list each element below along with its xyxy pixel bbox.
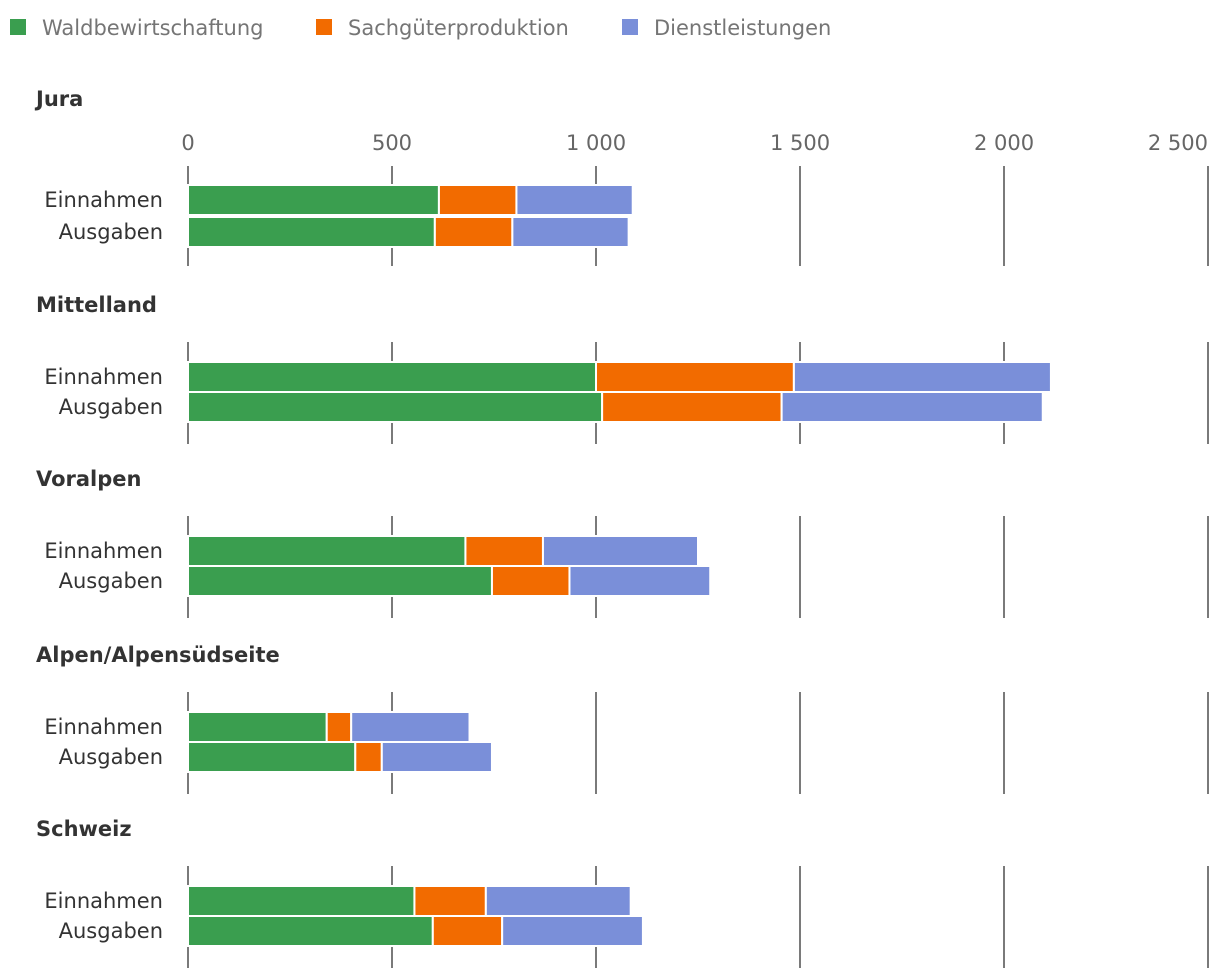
legend-swatch-2 (316, 19, 332, 35)
panel-title-voralpen: Voralpen (36, 467, 141, 491)
bar-segment-mittelland-ausgaben-3 (780, 391, 1044, 423)
bar-segment-alpen-alpens-dseite-einnahmen-1 (187, 711, 328, 743)
row-label-schweiz-einnahmen: Einnahmen (44, 889, 163, 913)
bar-segment-mittelland-einnahmen-1 (187, 361, 597, 393)
bar-segment-schweiz-ausgaben-3 (501, 915, 644, 947)
panel-title-schweiz: Schweiz (36, 817, 132, 841)
bar-segment-voralpen-einnahmen-2 (464, 535, 544, 567)
panel-title-jura: Jura (34, 87, 83, 111)
row-label-schweiz-ausgaben: Ausgaben (59, 919, 163, 943)
bar-segment-mittelland-ausgaben-1 (187, 391, 604, 423)
bar-segment-jura-einnahmen-1 (187, 184, 440, 216)
bar-segment-alpen-alpens-dseite-einnahmen-3 (350, 711, 471, 743)
bar-segment-jura-ausgaben-2 (433, 216, 514, 248)
bar-segment-jura-einnahmen-3 (515, 184, 634, 216)
x-tick-label: 1 500 (770, 131, 830, 155)
bar-segment-voralpen-ausgaben-1 (187, 565, 493, 597)
bar-segment-schweiz-ausgaben-2 (431, 915, 504, 947)
x-tick-label: 500 (372, 131, 412, 155)
row-label-jura-ausgaben: Ausgaben (59, 220, 163, 244)
row-label-alpen-alpens-dseite-einnahmen: Einnahmen (44, 715, 163, 739)
bar-segment-mittelland-einnahmen-3 (792, 361, 1052, 393)
bar-segment-schweiz-einnahmen-3 (484, 885, 632, 917)
bar-segment-mittelland-ausgaben-2 (601, 391, 783, 423)
x-tick-label: 2 000 (974, 131, 1034, 155)
legend-label-3: Dienstleistungen (654, 16, 831, 40)
bar-segment-alpen-alpens-dseite-einnahmen-2 (325, 711, 353, 743)
bar-segment-voralpen-ausgaben-2 (490, 565, 571, 597)
bar-segment-jura-einnahmen-2 (437, 184, 518, 216)
bar-segment-voralpen-einnahmen-1 (187, 535, 467, 567)
row-label-jura-einnahmen: Einnahmen (44, 188, 163, 212)
row-label-mittelland-ausgaben: Ausgaben (59, 395, 163, 419)
bar-segment-alpen-alpens-dseite-ausgaben-3 (380, 741, 493, 773)
legend-swatch-3 (622, 19, 638, 35)
legend-label-2: Sachgüterproduktion (348, 16, 569, 40)
bar-segment-jura-ausgaben-1 (187, 216, 436, 248)
bar-segment-voralpen-ausgaben-3 (568, 565, 712, 597)
bar-segment-schweiz-einnahmen-1 (187, 885, 416, 917)
panel-title-alpen-alpens-dseite: Alpen/Alpensüdseite (36, 643, 280, 667)
legend-swatch-1 (10, 19, 26, 35)
bar-segment-jura-ausgaben-3 (511, 216, 630, 248)
bar-segment-voralpen-einnahmen-3 (541, 535, 700, 567)
bar-segment-schweiz-ausgaben-1 (187, 915, 434, 947)
x-tick-label: 2 500 (1148, 131, 1208, 155)
x-tick-label: 1 000 (566, 131, 626, 155)
row-label-voralpen-einnahmen: Einnahmen (44, 539, 163, 563)
bar-segment-mittelland-einnahmen-2 (595, 361, 795, 393)
x-tick-label: 0 (181, 131, 194, 155)
row-label-voralpen-ausgaben: Ausgaben (59, 569, 163, 593)
row-label-mittelland-einnahmen: Einnahmen (44, 365, 163, 389)
panel-title-mittelland: Mittelland (36, 293, 157, 317)
row-label-alpen-alpens-dseite-ausgaben: Ausgaben (59, 745, 163, 769)
legend-label-1: Waldbewirtschaftung (42, 16, 263, 40)
bar-segment-schweiz-einnahmen-2 (413, 885, 487, 917)
bar-segment-alpen-alpens-dseite-ausgaben-2 (354, 741, 383, 773)
bar-segment-alpen-alpens-dseite-ausgaben-1 (187, 741, 357, 773)
